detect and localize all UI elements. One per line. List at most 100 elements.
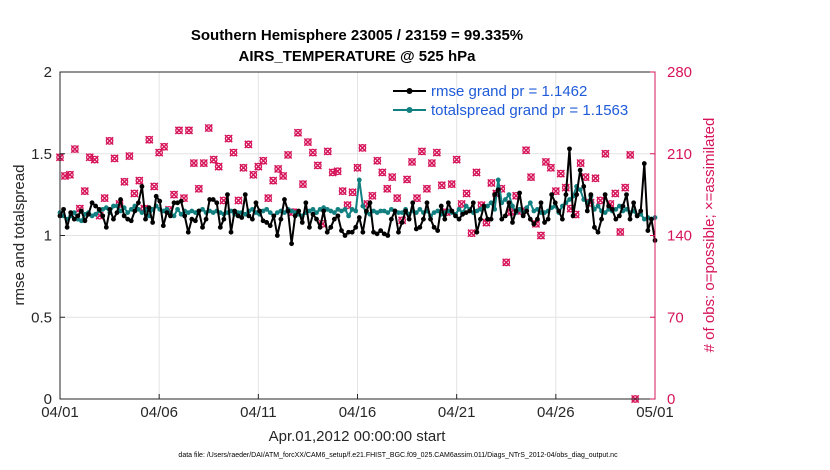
obs-possible-marker — [209, 155, 218, 164]
rmse-point — [160, 223, 166, 229]
y-tick-label: 0 — [44, 391, 52, 408]
rmse-point — [207, 197, 213, 202]
totalspread-point — [616, 203, 622, 209]
legend-rmse-marker — [406, 88, 413, 94]
obs-possible-marker — [556, 169, 565, 178]
obs-assimilated-marker — [437, 181, 446, 190]
obs-assimilated-marker — [209, 155, 218, 164]
rmse-point — [246, 213, 252, 219]
rmse-point — [260, 218, 266, 224]
obs-assimilated-marker — [184, 126, 194, 135]
obs-assimilated-marker — [338, 186, 347, 196]
obs-assimilated-marker — [462, 189, 471, 198]
rmse-point — [613, 216, 619, 222]
obs-possible-marker — [616, 228, 625, 236]
obs-assimilated-marker — [626, 150, 635, 160]
obs-possible-marker — [408, 158, 416, 166]
totalspread-point — [417, 206, 423, 212]
rmse-point — [328, 224, 334, 230]
obs-possible-marker — [418, 147, 426, 156]
obs-possible-marker — [100, 194, 109, 202]
obs-assimilated-marker — [194, 184, 203, 193]
obs-assimilated-marker — [393, 193, 402, 203]
obs-assimilated-marker — [556, 169, 565, 178]
totalspread-point — [517, 206, 523, 212]
rmse-point — [93, 203, 99, 209]
totalspread-point — [210, 210, 216, 216]
rmse-point — [96, 206, 102, 212]
obs-possible-marker — [373, 156, 382, 165]
obs-possible-marker — [576, 159, 585, 167]
totalspread-point — [435, 208, 441, 214]
rmse-point — [253, 200, 259, 206]
totalspread-point — [111, 203, 116, 209]
y-tick-label: 1.5 — [31, 146, 52, 163]
rmse-point — [278, 216, 284, 222]
obs-possible-marker — [259, 156, 268, 165]
rmse-point — [495, 187, 501, 193]
rmse-point — [431, 224, 437, 230]
rmse-point — [620, 203, 626, 209]
rmse-point — [75, 213, 81, 219]
rmse-point — [388, 216, 394, 222]
obs-assimilated-marker — [383, 184, 392, 193]
rmse-point — [78, 208, 84, 214]
obs-possible-marker — [264, 194, 273, 202]
obs-possible-marker — [393, 194, 402, 202]
obs-assimilated-marker — [249, 170, 258, 179]
rmse-point — [485, 216, 490, 222]
totalspread-point — [189, 208, 195, 214]
rmse-point — [392, 208, 398, 214]
totalspread-point — [139, 210, 145, 216]
obs-possible-marker — [105, 137, 114, 145]
obs-possible-marker — [487, 179, 496, 187]
obs-possible-marker — [343, 201, 352, 209]
totalspread-point — [349, 206, 355, 212]
rmse-point — [584, 208, 590, 214]
obs-possible-marker — [80, 187, 89, 195]
totalspread-point — [274, 210, 280, 216]
rmse-point — [171, 200, 177, 206]
obs-assimilated-marker — [388, 172, 397, 182]
rmse-point — [249, 216, 255, 222]
rmse-point — [645, 228, 651, 233]
obs-assimilated-marker — [204, 123, 213, 133]
rmse-point — [89, 200, 95, 206]
obs-assimilated-marker — [427, 158, 437, 168]
rmse-point — [164, 210, 170, 216]
rmse-point — [421, 216, 426, 222]
obs-possible-marker — [66, 170, 74, 179]
y-right-axis-label: # of obs: o=possible; ×=assimilated — [701, 118, 718, 353]
obs-possible-marker — [368, 191, 377, 200]
obs-assimilated-marker — [65, 170, 75, 179]
rmse-point — [153, 193, 159, 199]
obs-assimilated-marker — [526, 172, 536, 182]
obs-possible-marker — [626, 151, 635, 159]
obs-possible-marker — [110, 154, 119, 163]
obs-possible-marker — [527, 173, 535, 181]
chart-subtitle: AIRS_TEMPERATURE @ 525 hPa — [239, 48, 477, 65]
rmse-point — [135, 200, 141, 206]
obs-possible-marker — [621, 183, 630, 192]
rmse-point — [114, 210, 120, 216]
rmse-point — [353, 224, 359, 230]
obs-possible-marker — [309, 148, 317, 157]
obs-assimilated-marker — [472, 168, 481, 177]
obs-possible-marker — [269, 176, 278, 185]
totalspread-point — [339, 208, 344, 214]
y-right-axis-ticks: 0 70 140 210 280 — [650, 64, 692, 408]
y-right-tick-label: 70 — [667, 309, 684, 326]
obs-assimilated-marker — [125, 151, 134, 161]
obs-assimilated-marker — [159, 142, 169, 151]
rmse-point — [125, 216, 131, 222]
totalspread-point — [260, 208, 266, 214]
rmse-point — [574, 192, 580, 198]
rmse-point — [242, 192, 248, 198]
rmse-point — [524, 208, 530, 214]
obs-possible-marker — [185, 126, 193, 135]
obs-assimilated-marker — [269, 176, 278, 185]
obs-assimilated-marker — [616, 227, 625, 237]
obs-assimilated-marker — [467, 229, 476, 238]
obs-assimilated-marker — [487, 178, 496, 188]
rmse-point — [118, 197, 123, 202]
